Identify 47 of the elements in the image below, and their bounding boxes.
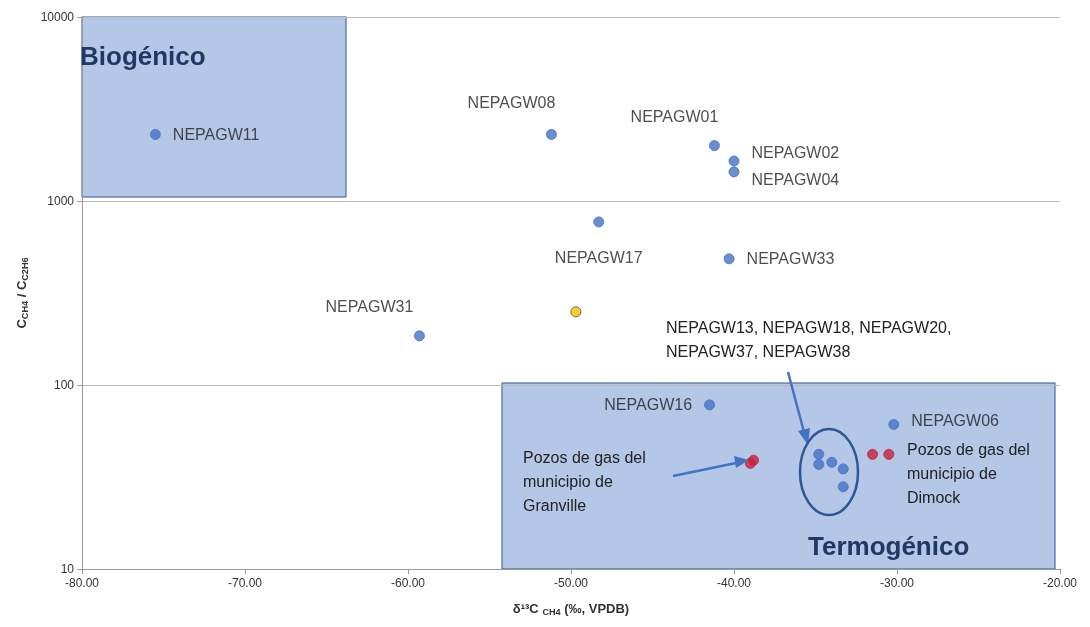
annotation: Termogénico [808,530,970,562]
point [704,399,716,411]
x-tick-label: -50.00 [553,576,589,590]
data-label: NEPAGW01 [630,107,719,125]
x-tick-label: -80.00 [64,576,100,590]
data-label: NEPAGW04 [751,171,840,189]
data-label: NEPAGW33 [746,250,835,268]
x-tick-label: -60.00 [390,576,426,590]
x-tick-label: -30.00 [879,576,915,590]
point [723,253,735,265]
annotation: NEPAGW13, NEPAGW18, NEPAGW20, NEPAGW37, NEPAGW38 [666,318,952,362]
y-tick-label: 100 [53,378,75,392]
x-axis-title: δ¹³C CH4 (‰, VPDB) [512,601,630,617]
annotation: Biogénico [80,40,206,72]
point [728,155,740,167]
point [413,330,425,342]
y-tick-label: 10 [60,562,75,576]
point [837,481,849,493]
x-tick-label: -70.00 [227,576,263,590]
data-label: NEPAGW02 [751,144,840,162]
point [867,448,879,460]
annotation: Pozos de gas del municipio de Dimock [907,440,1030,508]
point [593,216,605,228]
annotation: Pozos de gas del municipio de Granville [523,448,646,516]
x-tick-label: -40.00 [716,576,752,590]
point [149,128,161,140]
point [888,419,900,430]
point [813,448,825,460]
data-label: NEPAGW06 [911,412,1000,429]
data-label: NEPAGW11 [172,125,260,143]
point [744,457,756,469]
point [813,458,825,470]
point [570,306,582,318]
point [826,456,838,468]
x-tick-label: -20.00 [1042,576,1078,590]
point [883,448,895,460]
data-label: NEPAGW17 [554,248,643,266]
point [545,128,557,140]
data-label: NEPAGW16 [604,396,693,414]
point [837,463,849,475]
y-tick-label: 10000 [40,10,75,24]
point [708,140,720,152]
point [728,166,740,178]
y-tick-label: 1000 [47,194,75,208]
y-axis-title: CCH4 / CC2H6 [14,257,31,329]
data-label: NEPAGW31 [325,297,414,315]
data-label: NEPAGW08 [467,94,556,112]
